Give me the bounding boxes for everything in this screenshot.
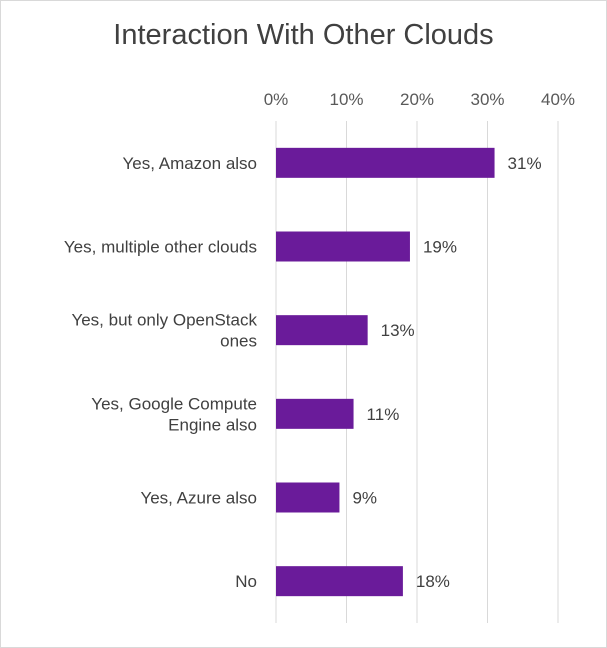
category-label: Yes, Amazon also	[122, 154, 257, 173]
chart-title: Interaction With Other Clouds	[113, 19, 494, 51]
tick-label: 40%	[541, 90, 575, 109]
bar	[276, 147, 495, 178]
tick-label: 30%	[470, 90, 504, 109]
tick-label: 0%	[264, 90, 289, 109]
bar	[276, 482, 340, 513]
tick-label: 20%	[400, 90, 434, 109]
data-label: 18%	[416, 572, 450, 591]
data-label: 9%	[352, 489, 377, 508]
category-label: Yes, Azure also	[140, 489, 257, 508]
bar	[276, 315, 368, 346]
tick-label: 10%	[329, 90, 363, 109]
data-label: 31%	[508, 154, 542, 173]
category-label: Yes, but only OpenStack ones	[71, 311, 257, 351]
bar	[276, 566, 403, 597]
category-label: No	[235, 572, 257, 591]
category-label: Yes, Google Compute Engine also	[91, 394, 257, 434]
data-label: 19%	[423, 238, 457, 257]
data-label: 11%	[367, 405, 400, 424]
data-label: 13%	[381, 321, 415, 340]
bar	[276, 398, 354, 429]
bar	[276, 231, 410, 262]
category-label: Yes, multiple other clouds	[64, 238, 257, 257]
